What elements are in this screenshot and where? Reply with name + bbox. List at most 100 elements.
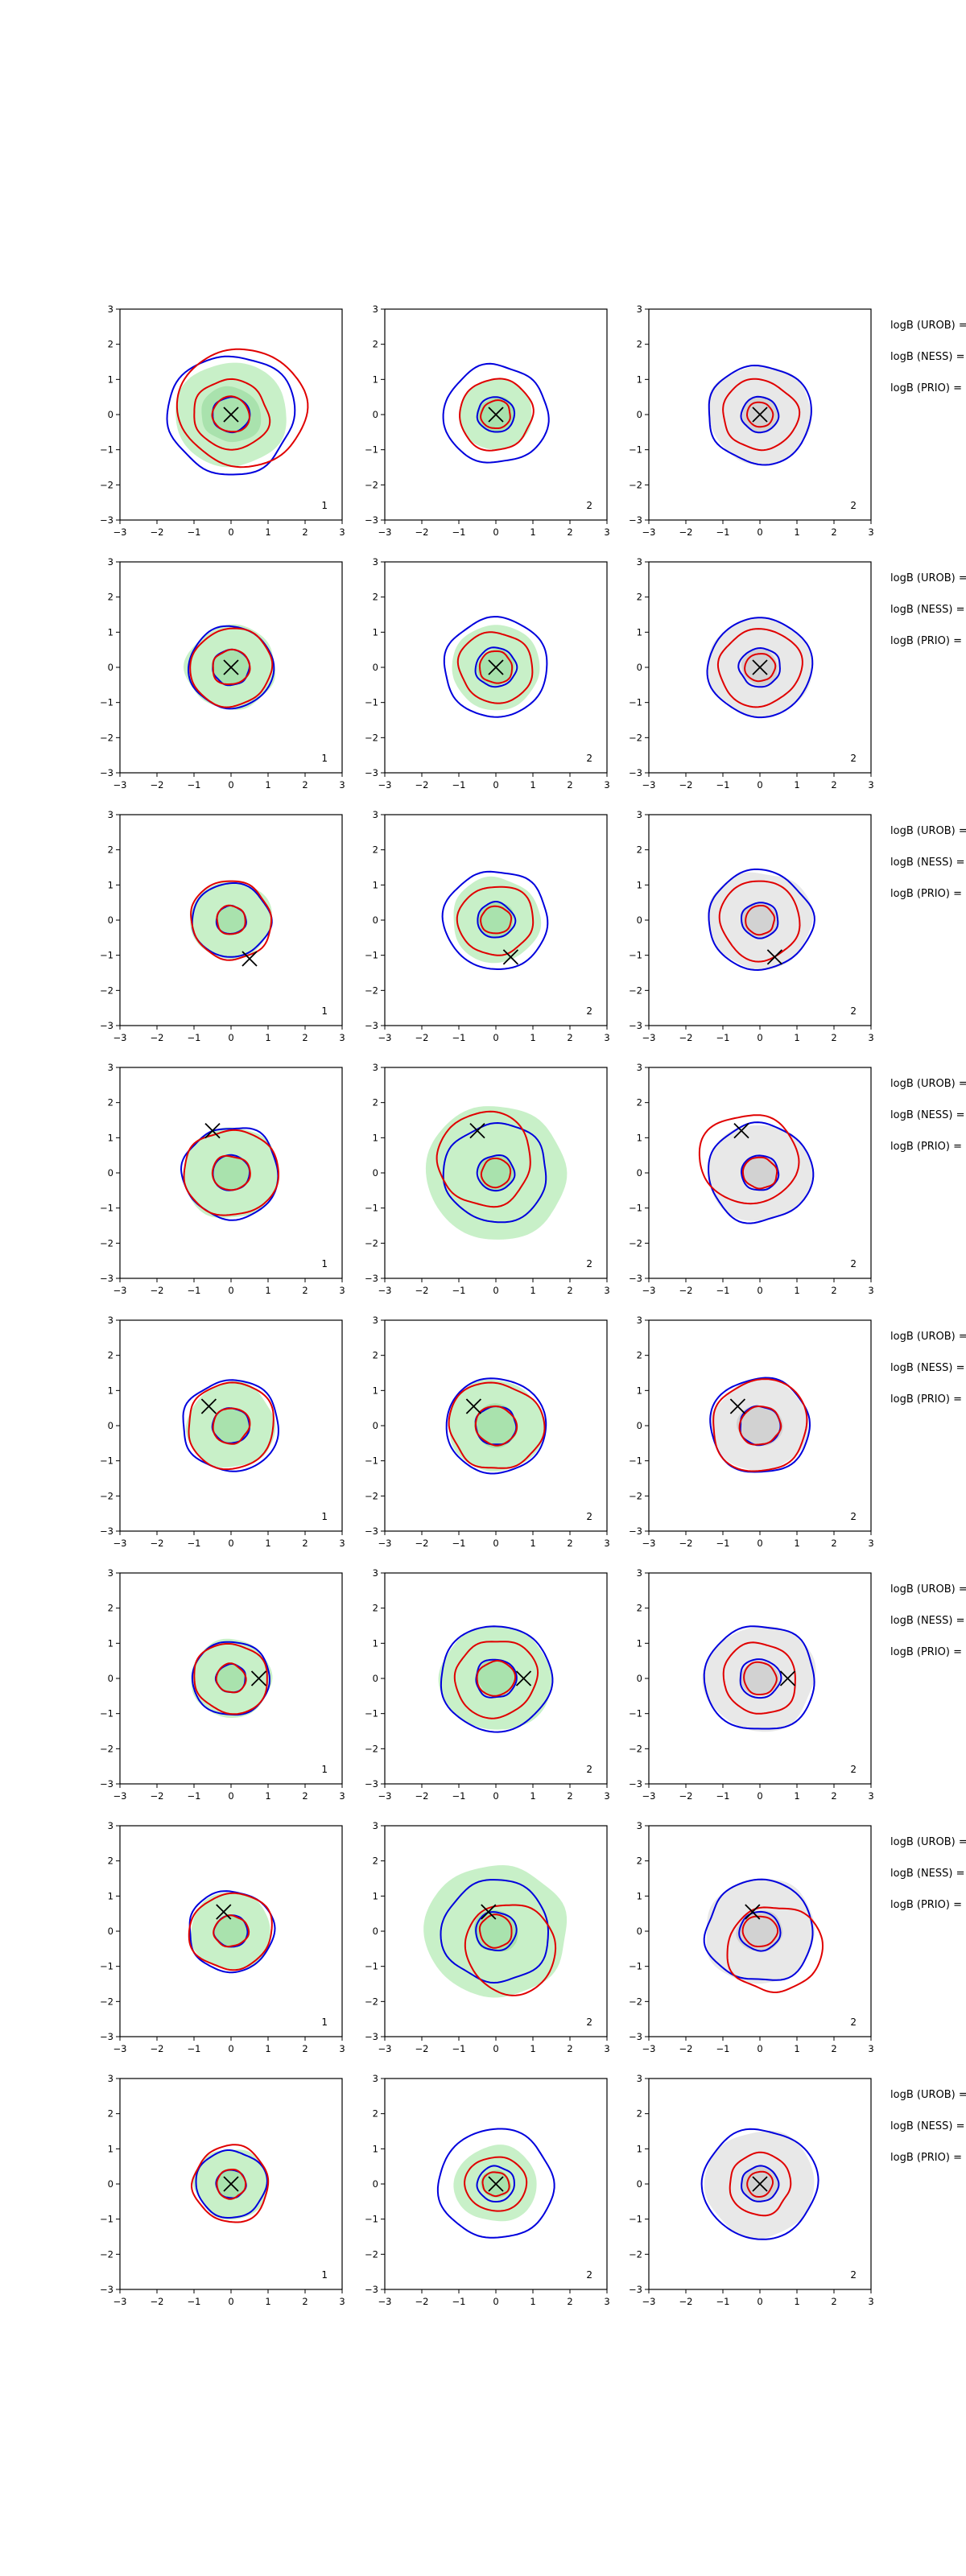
panel-r3-c1: −3 −2 −1 0 1 2 3 −3 −2 −1 0 1 2 3 2 [365, 1062, 610, 1296]
y-tick-label: 3 [108, 1820, 114, 1831]
x-tick-label: 0 [757, 779, 762, 791]
x-tick-label: −1 [716, 1032, 730, 1043]
y-tick-label: 2 [373, 592, 378, 603]
red-contour [745, 905, 776, 936]
x-tick-label: −1 [716, 2296, 730, 2307]
y-tick-label: −1 [629, 950, 642, 961]
x-tick-label: 3 [339, 779, 345, 791]
red-contour [738, 1406, 782, 1446]
x-tick-label: 3 [339, 1285, 345, 1296]
density-fill-inner [473, 1403, 518, 1448]
blue-contour [442, 362, 550, 464]
x-tick-label: 3 [868, 526, 873, 538]
x-tick-label: 3 [604, 1285, 609, 1296]
y-tick-label: −2 [629, 1996, 642, 2007]
x-tick-label: −1 [452, 1790, 466, 1802]
x-tick-label: −3 [378, 1538, 392, 1549]
red-contour [722, 1641, 796, 1715]
y-tick-label: −3 [365, 1778, 378, 1790]
y-tick-label: −2 [629, 2248, 642, 2260]
y-tick-label: 2 [637, 1350, 642, 1361]
density-fill-inner [477, 1660, 515, 1697]
blue-contour [191, 881, 273, 958]
y-tick-label: −2 [629, 985, 642, 996]
x-tick-label: 1 [530, 779, 535, 791]
panel-r2-c0: −3 −2 −1 0 1 2 3 −3 −2 −1 0 1 2 3 1 [100, 809, 345, 1043]
panel-r7-c1: −3 −2 −1 0 1 2 3 −3 −2 −1 0 1 2 3 2 [365, 2073, 610, 2307]
y-tick-label: 3 [108, 1062, 114, 1073]
red-contour [722, 378, 801, 452]
y-tick-label: 2 [373, 1856, 378, 1867]
x-tick-label: 1 [530, 1538, 535, 1549]
x-tick-label: −1 [452, 779, 466, 791]
x-tick-label: −2 [679, 2043, 693, 2054]
y-tick-label: 2 [108, 1097, 114, 1108]
x-tick-label: −2 [151, 2296, 164, 2307]
panel-r0-c0: −3 −2 −1 0 1 2 3 −3 −2 −1 0 1 2 3 1 [100, 303, 345, 538]
x-tick-label: −2 [679, 1032, 693, 1043]
y-tick-label: 2 [373, 1097, 378, 1108]
x-tick-label: −2 [151, 1285, 164, 1296]
density-fill-inner [741, 902, 779, 939]
panel-corner-label: 2 [586, 1511, 592, 1522]
panel-r5-c2: −3 −2 −1 0 1 2 3 −3 −2 −1 0 1 2 3 2 [629, 1567, 874, 1802]
true-value-marker [729, 1398, 746, 1414]
red-contour [211, 395, 250, 433]
y-tick-label: −1 [100, 1708, 114, 1719]
true-value-marker [733, 1122, 749, 1139]
red-contour [456, 886, 535, 956]
red-contour [744, 653, 777, 683]
red-contour [716, 628, 803, 708]
red-contour [216, 2169, 247, 2200]
y-tick-label: −1 [365, 697, 378, 708]
y-tick-label: 1 [108, 1637, 114, 1649]
true-value-marker [515, 1670, 532, 1686]
y-tick-label: 2 [373, 1350, 378, 1361]
x-tick-label: −1 [716, 2043, 730, 2054]
row-side-label: logB (PRIO) = [890, 1393, 962, 1406]
row-side-label: logB (NESS) = [890, 1615, 964, 1627]
x-tick-label: −3 [114, 526, 127, 538]
x-tick-label: 2 [302, 1032, 308, 1043]
panel-r4-c2: −3 −2 −1 0 1 2 3 −3 −2 −1 0 1 2 3 2 [629, 1315, 874, 1549]
true-value-marker [779, 1670, 796, 1686]
y-tick-label: −2 [100, 1237, 114, 1249]
red-contour [190, 880, 273, 961]
y-tick-label: 1 [637, 1385, 642, 1396]
row-side-label: logB (NESS) = [890, 857, 964, 869]
x-tick-label: 2 [302, 1538, 308, 1549]
y-tick-label: 3 [637, 1820, 642, 1831]
panel-corner-label: 2 [850, 1511, 857, 1522]
x-tick-label: 0 [228, 2043, 233, 2054]
panel-r6-c2: −3 −2 −1 0 1 2 3 −3 −2 −1 0 1 2 3 2 [629, 1820, 874, 2054]
x-tick-label: 2 [302, 779, 308, 791]
y-tick-label: −1 [100, 950, 114, 961]
y-tick-label: 1 [373, 1890, 378, 1901]
blue-contour [440, 1625, 554, 1733]
x-tick-label: 2 [831, 1790, 836, 1802]
x-tick-label: 3 [604, 1538, 609, 1549]
panel-corner-label: 2 [850, 2017, 857, 2028]
y-tick-label: 3 [637, 303, 642, 315]
y-tick-label: −3 [629, 1778, 642, 1790]
row-side-label: logB (NESS) = [890, 1109, 964, 1121]
blue-contour [741, 1154, 780, 1191]
red-contour [476, 1660, 517, 1697]
y-tick-label: 0 [108, 1673, 114, 1684]
red-contour [464, 2156, 528, 2212]
y-tick-label: −2 [100, 479, 114, 490]
x-tick-label: 1 [530, 2043, 535, 2054]
x-tick-label: 2 [831, 1285, 836, 1296]
x-tick-label: 1 [265, 2296, 270, 2307]
x-tick-label: 2 [567, 1538, 572, 1549]
panel-corner-label: 2 [586, 1764, 592, 1775]
x-tick-label: 0 [228, 1285, 233, 1296]
y-tick-label: −3 [100, 1273, 114, 1284]
x-tick-label: −1 [452, 1032, 466, 1043]
blue-contour [708, 364, 812, 466]
x-tick-label: 3 [339, 1790, 345, 1802]
blue-contour [195, 2149, 268, 2219]
y-tick-label: 1 [637, 1132, 642, 1143]
panel-r5-c0: −3 −2 −1 0 1 2 3 −3 −2 −1 0 1 2 3 1 [100, 1567, 345, 1802]
